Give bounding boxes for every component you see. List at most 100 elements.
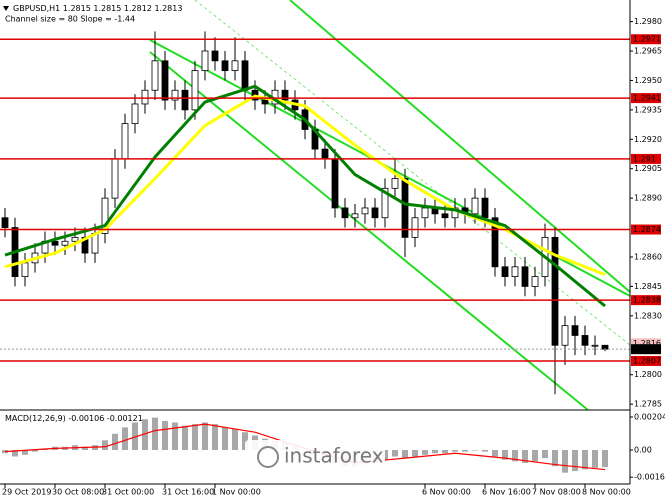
macd-bar [562, 450, 568, 473]
macd-bar [142, 419, 148, 451]
macd-bar [492, 450, 498, 457]
candle-body [551, 236, 559, 346]
candle-body [581, 335, 589, 346]
candle-body [591, 344, 599, 347]
macd-bar [202, 422, 208, 451]
candle-body [131, 103, 139, 124]
macd-bar [32, 450, 38, 452]
x-tick-label: 30 Oct 08:00 [52, 488, 104, 497]
candle-body [381, 187, 389, 219]
line [4, 84, 606, 308]
y-tick-label: 1.2785 [634, 400, 662, 409]
macd-title: MACD(12,26,9) [5, 414, 66, 423]
macd-bar [482, 450, 488, 452]
macd-bar [522, 450, 528, 463]
macd-bar [452, 450, 458, 452]
macd-bar [102, 440, 108, 451]
candle-body [451, 207, 459, 219]
y-tick-label: 1.2935 [634, 105, 662, 114]
candle-body [101, 197, 109, 234]
candle-body [171, 89, 179, 101]
y-tick-label: 1.2860 [634, 252, 662, 261]
macd-bar [392, 450, 398, 457]
candle-body [531, 276, 539, 287]
macd-bar [472, 450, 478, 451]
candle-body [411, 217, 419, 238]
candle-body [201, 50, 209, 72]
y-tick-label: 1.2830 [634, 311, 662, 320]
candle-body [421, 207, 429, 219]
macd-bar [212, 424, 218, 451]
macd-bar [602, 450, 608, 468]
candle-body [401, 178, 409, 238]
y-tick-label: 1.2905 [634, 164, 662, 173]
candle-body [341, 207, 349, 219]
level-label: 1.2838 [633, 296, 661, 305]
candle-body [121, 123, 129, 160]
macd-value: -0.00106 [68, 414, 104, 423]
candle-body [561, 325, 569, 346]
watermark-box [245, 440, 385, 474]
y-tick-label: 1.2890 [634, 194, 662, 203]
current-price-label: 1.2813 [633, 345, 661, 354]
macd-bar [112, 433, 118, 451]
candle-body [211, 50, 219, 62]
channel-label: Channel size = 80 Slope = -1.44 [5, 15, 135, 24]
level-label: 1.291 [633, 154, 656, 163]
y-tick-label: 1.2800 [634, 370, 662, 379]
level-label-box [631, 295, 661, 306]
y-tick-label: 1.2965 [634, 47, 662, 56]
watermark: instaforex [245, 440, 385, 474]
macd-bar [582, 450, 588, 470]
candle-body [471, 197, 479, 215]
channel-line [289, 0, 631, 293]
macd-bar [232, 428, 238, 451]
macd-bar [572, 450, 578, 472]
x-tick-label: 7 Nov 08:00 [532, 488, 581, 497]
x-tick-label: 31 Oct 00:00 [102, 488, 154, 497]
macd-bar [82, 446, 88, 451]
level-label-box [631, 153, 661, 164]
candle-body [61, 240, 69, 246]
macd-bar [542, 450, 548, 459]
header: GBPUSD,H1 1.2815 1.2815 1.2812 1.2813 [13, 4, 182, 13]
ask-label: 1.2816 [633, 339, 661, 348]
macd-bar [162, 420, 168, 451]
macd-bar [512, 450, 518, 462]
candle-body [571, 325, 579, 336]
close: 1.2813 [154, 4, 182, 13]
candle-body [521, 266, 529, 287]
candle-body [111, 158, 119, 199]
menu-icon[interactable] [3, 6, 9, 11]
candle-body [281, 89, 289, 101]
macd-bar [532, 450, 538, 462]
candle-body [21, 262, 29, 278]
y-tick-label: 0.00204 [634, 413, 665, 422]
candle-body [51, 240, 59, 246]
x-tick-label: 29 Oct 2019 [2, 488, 51, 497]
macd-bar [12, 450, 18, 457]
candle-body [231, 60, 239, 72]
candle-body [601, 344, 609, 350]
level-label-box [631, 34, 661, 45]
candle-body [221, 60, 229, 72]
macd-bar [22, 450, 28, 455]
y-tick-label: 0.00 [634, 446, 652, 455]
y-tick-label: 1.2845 [634, 282, 662, 291]
y-tick-label: -0.00168 [634, 473, 665, 482]
x-tick-label: 6 Nov 16:00 [482, 488, 531, 497]
candle-body [181, 89, 189, 111]
candle-body [351, 213, 359, 219]
macd-bar [592, 450, 598, 468]
candle-body [371, 207, 379, 219]
current-price-box [631, 344, 661, 355]
macd-bar [462, 450, 468, 452]
y-tick-label: 1.2950 [634, 76, 662, 85]
y-tick-label: 1.2980 [634, 17, 662, 26]
candle-body [191, 70, 199, 111]
macd-bar [132, 422, 138, 451]
x-tick-label: 6 Nov 00:00 [422, 488, 471, 497]
level-label: 1.2807 [633, 356, 661, 365]
channel-line [149, 51, 589, 411]
